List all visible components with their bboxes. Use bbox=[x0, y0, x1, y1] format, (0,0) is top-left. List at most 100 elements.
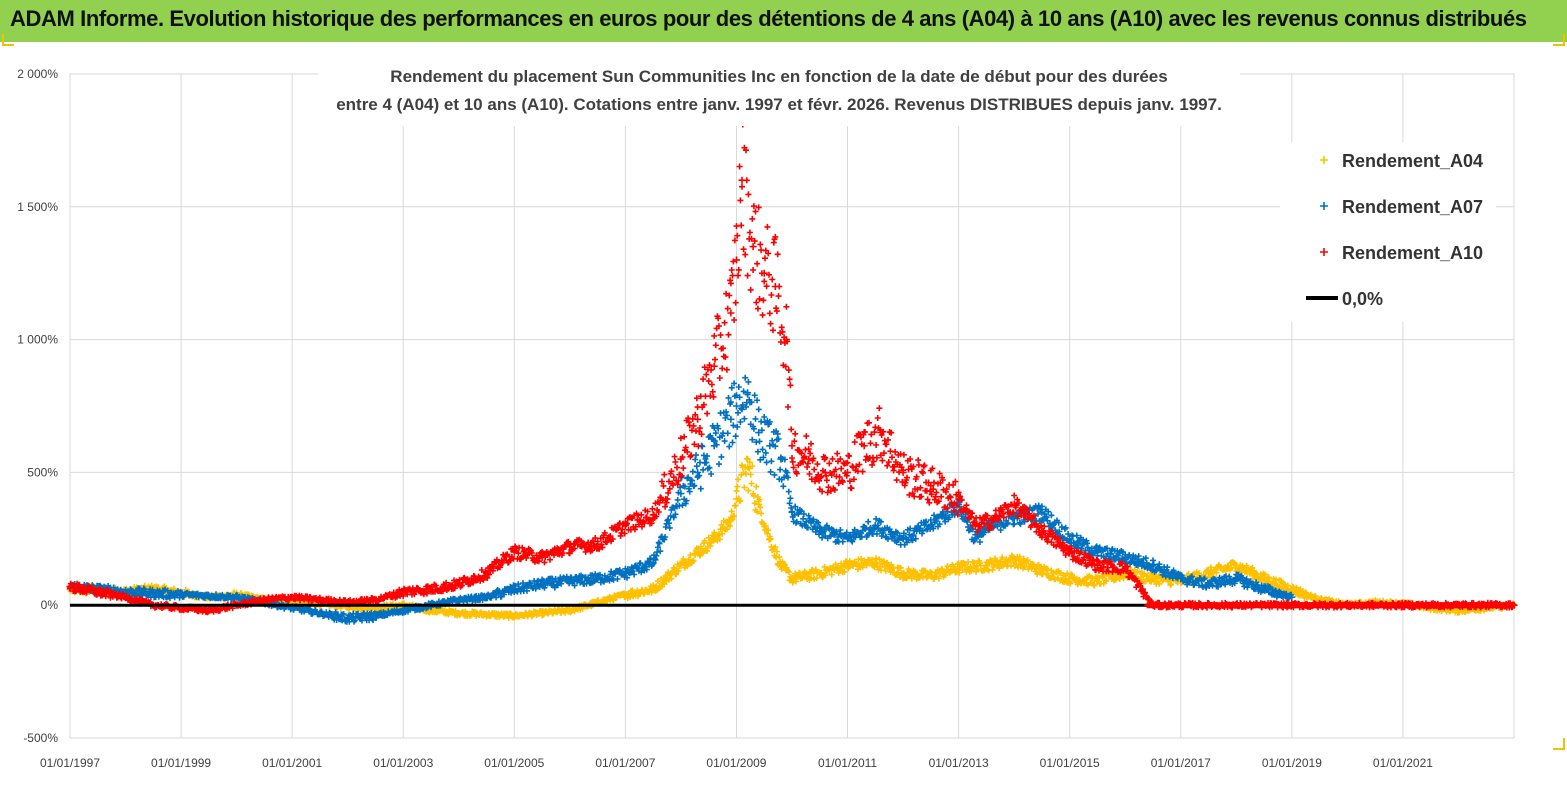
data-point bbox=[735, 476, 741, 483]
data-point bbox=[746, 459, 753, 466]
data-point bbox=[1156, 580, 1163, 587]
data-point bbox=[1168, 581, 1175, 587]
data-point bbox=[977, 562, 984, 569]
data-point bbox=[796, 570, 803, 577]
corner-mark-bottom-right bbox=[1553, 738, 1565, 750]
data-point bbox=[746, 465, 753, 472]
data-point bbox=[993, 557, 1000, 564]
data-point bbox=[1273, 576, 1279, 583]
data-point bbox=[808, 575, 814, 581]
data-point bbox=[164, 587, 171, 594]
data-point bbox=[744, 455, 751, 462]
page-title: ADAM Informe. Evolution historique des p… bbox=[10, 6, 1527, 31]
data-point bbox=[741, 484, 748, 491]
data-point bbox=[778, 566, 785, 573]
data-point bbox=[731, 512, 738, 519]
data-point bbox=[748, 480, 755, 487]
data-point bbox=[711, 529, 718, 536]
data-point bbox=[1091, 582, 1098, 589]
data-point bbox=[723, 526, 730, 533]
data-point bbox=[765, 527, 772, 534]
data-point bbox=[755, 429, 763, 437]
data-point bbox=[340, 611, 347, 618]
data-point bbox=[727, 415, 735, 423]
data-point bbox=[727, 522, 734, 529]
data-point bbox=[841, 568, 848, 575]
data-point bbox=[773, 548, 780, 555]
series-Rendement_A07 bbox=[66, 374, 1296, 625]
data-point bbox=[719, 530, 726, 537]
data-point bbox=[772, 544, 779, 551]
data-point bbox=[1207, 564, 1214, 571]
data-point bbox=[742, 464, 749, 471]
data-point bbox=[996, 565, 1003, 572]
data-point bbox=[733, 402, 740, 410]
data-point bbox=[751, 500, 758, 507]
data-point bbox=[700, 549, 707, 556]
data-point bbox=[716, 536, 723, 543]
data-point bbox=[766, 442, 774, 450]
data-point bbox=[369, 616, 376, 623]
data-point bbox=[697, 543, 704, 550]
data-point bbox=[1213, 569, 1220, 576]
data-point bbox=[507, 610, 514, 617]
data-point bbox=[747, 471, 754, 478]
corner-mark-top-right bbox=[1553, 34, 1565, 46]
data-point bbox=[1024, 557, 1031, 564]
data-point bbox=[1044, 566, 1051, 573]
data-point bbox=[1016, 553, 1023, 560]
data-point bbox=[745, 487, 752, 494]
data-point bbox=[640, 591, 647, 597]
data-point bbox=[756, 496, 763, 503]
data-point bbox=[881, 558, 887, 565]
data-point bbox=[971, 559, 978, 566]
data-point bbox=[654, 578, 661, 585]
data-point bbox=[728, 508, 735, 515]
data-point bbox=[690, 557, 697, 564]
data-point bbox=[701, 537, 708, 544]
data-point bbox=[737, 497, 744, 504]
data-point bbox=[749, 463, 756, 470]
data-point bbox=[781, 561, 788, 567]
data-point bbox=[758, 510, 765, 517]
data-point bbox=[1284, 582, 1291, 589]
data-point bbox=[1249, 564, 1256, 571]
data-point bbox=[767, 536, 774, 543]
data-point bbox=[705, 534, 712, 541]
data-point bbox=[732, 502, 739, 509]
header-banner: ADAM Informe. Evolution historique des p… bbox=[0, 0, 1567, 42]
data-point bbox=[821, 563, 828, 570]
data-point bbox=[661, 581, 668, 588]
data-point bbox=[873, 555, 880, 562]
data-point bbox=[869, 556, 876, 563]
data-point bbox=[935, 575, 942, 582]
data-point bbox=[704, 547, 711, 554]
data-point bbox=[1148, 578, 1155, 585]
data-point bbox=[982, 563, 989, 570]
data-point bbox=[956, 569, 963, 576]
data-point bbox=[754, 508, 761, 515]
data-point bbox=[110, 584, 117, 591]
data-point bbox=[828, 571, 835, 578]
data-point bbox=[750, 492, 757, 499]
chart-grid bbox=[69, 73, 1515, 739]
chart-series-layer bbox=[66, 121, 1518, 625]
data-point bbox=[999, 554, 1006, 561]
data-point bbox=[882, 568, 889, 574]
data-point bbox=[974, 566, 981, 572]
data-point bbox=[1067, 580, 1074, 587]
chart: Rendement du placement Sun Communities I… bbox=[17, 64, 1518, 770]
data-point bbox=[785, 568, 792, 575]
data-point bbox=[734, 483, 741, 490]
data-point bbox=[1103, 578, 1110, 585]
data-point bbox=[1243, 562, 1250, 569]
data-point bbox=[753, 483, 760, 490]
data-point bbox=[897, 564, 904, 571]
data-point bbox=[668, 575, 675, 582]
data-point bbox=[167, 595, 173, 602]
corner-mark-top-left bbox=[2, 34, 14, 46]
data-point bbox=[757, 504, 764, 511]
data-point bbox=[1261, 571, 1268, 578]
data-point bbox=[648, 589, 655, 596]
data-point bbox=[370, 617, 377, 623]
